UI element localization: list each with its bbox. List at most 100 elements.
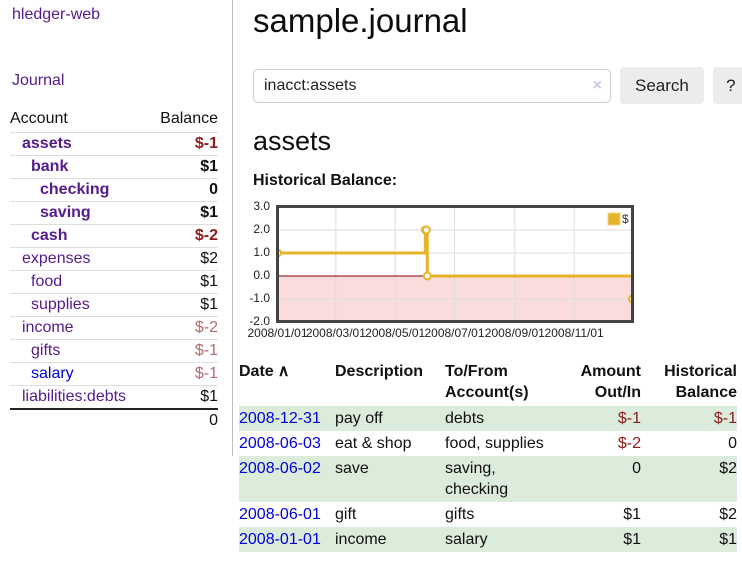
accounts-table-header: Account Balance [10,108,218,132]
amount-cell: $-1 [617,410,641,427]
account-balance: $-1 [194,135,218,152]
y-axis-tick-label: 1.0 [253,245,270,259]
register-row: 2008-01-01 income salary $1 $1 [239,527,737,552]
account-row: saving $1 [10,201,218,224]
balance-cell: $2 [719,460,737,477]
search-form: × Search ? [253,67,742,104]
account-row: salary $-1 [10,362,218,385]
account-balance: $1 [200,273,218,290]
amount-cell: $1 [623,506,641,523]
account-balance: 0 [209,181,218,198]
date-link-text[interactable]: 2008-12-31 [239,410,321,427]
accounts-table: Account Balance assets $-1 bank $1 checking 0… [10,108,218,432]
account-row: income $-2 [10,316,218,339]
account-link[interactable]: supplies [31,296,90,313]
register-row: 2008-06-02 save saving, checking 0 $2 [239,456,737,502]
account-balance: $-2 [194,319,218,336]
account-balance: $1 [200,296,218,313]
sort-ascending-icon: ∧ [277,363,290,380]
date-link-text[interactable]: 2008-06-03 [239,435,321,452]
account-row: bank $1 [10,155,218,178]
main-content: sample.journal × Search ? assets Histori… [234,0,742,582]
account-balance: $-1 [194,365,218,382]
amount-cell: $1 [623,531,641,548]
balance-cell: 0 [728,435,737,452]
date-link[interactable]: 2008-01-01 [239,527,335,552]
accounts-cell: debts [445,410,485,427]
register-header-row: Date ∧ Description To/From Account(s) Amo… [239,360,737,406]
chart-plot-area: $ [276,205,634,323]
account-row: checking 0 [10,178,218,201]
amount-cell: $-2 [617,435,641,452]
account-link[interactable]: gifts [31,342,61,359]
y-axis-tick-label: 0.0 [253,268,270,282]
accounts-cell: gifts [445,506,475,523]
account-row: food $1 [10,270,218,293]
account-row: assets $-1 [10,132,218,155]
balance-cell: $-1 [713,410,737,427]
sidebar-item-journal[interactable]: Journal [12,72,65,89]
description-cell: gift [335,506,357,523]
account-row: supplies $1 [10,293,218,316]
account-link[interactable]: salary [31,365,74,382]
account-balance: $1 [200,388,218,405]
account-link[interactable]: liabilities:debts [22,388,127,405]
historical-balance-chart: $ 3.0 2.0 1.0 0.0 -1.0 -2.0 2008/01/01 2008/03/… [244,198,742,346]
date-link[interactable]: 2008-06-01 [239,502,335,527]
register-row: 2008-06-03 eat & shop food, supplies $-2 0 [239,431,737,456]
x-axis-tick-label: 2008/01/01 [247,326,308,340]
account-row: expenses $2 [10,247,218,270]
page-title: sample.journal [253,2,468,39]
y-axis-tick-label: 3.0 [253,199,270,213]
y-axis-tick-label: -1.0 [249,291,270,305]
date-link-text[interactable]: 2008-06-01 [239,506,321,523]
date-link-text[interactable]: 2008-01-01 [239,531,321,548]
chart-title: Historical Balance: [253,172,398,189]
x-axis-tick-label: 2008/05/01 [365,326,426,340]
data-point-marker [422,271,432,281]
clear-search-icon[interactable]: × [592,76,602,94]
date-link[interactable]: 2008-06-03 [239,431,335,456]
date-link[interactable]: 2008-06-02 [239,456,335,502]
date-column-header[interactable]: Date ∧ [239,363,290,380]
x-axis-tick-label: 2008/09/01 [484,326,545,340]
account-row: gifts $-1 [10,339,218,362]
account-column-header: Account [10,110,68,127]
search-input[interactable] [253,68,611,103]
account-link[interactable]: saving [40,204,91,221]
account-link[interactable]: checking [40,181,110,198]
help-button[interactable]: ? [712,67,742,104]
x-axis-tick-label: 2008/03/01 [305,326,366,340]
description-column-header: Description [335,363,424,380]
account-balance: $-1 [194,342,218,359]
account-link[interactable]: income [22,319,74,336]
accounts-cell: salary [445,531,488,548]
register-row: 2008-06-01 gift gifts $1 $2 [239,502,737,527]
account-link[interactable]: expenses [22,250,91,267]
account-balance: $2 [200,250,218,267]
brand-link[interactable]: hledger-web [12,6,101,23]
account-row: cash $-2 [10,224,218,247]
search-input-wrap: × [253,68,611,103]
accounts-cell: saving, checking [445,460,509,498]
balance-cell: $1 [719,531,737,548]
account-balance: $1 [200,158,218,175]
account-balance: $1 [200,204,218,221]
account-balance: $-2 [194,227,218,244]
account-link[interactable]: bank [31,158,69,175]
account-link[interactable]: assets [22,135,72,152]
account-link[interactable]: cash [31,227,68,244]
search-button[interactable]: Search [620,67,704,104]
x-axis-tick-label: 2008/07/01 [424,326,485,340]
date-link[interactable]: 2008-12-31 [239,406,335,431]
accounts-total-value: 0 [209,412,218,429]
plot-border [276,205,634,323]
register-table: Date ∧ Description To/From Account(s) Amo… [239,360,737,552]
x-axis-tick-label: 2008/11/01 [544,326,604,340]
account-heading: assets [253,126,332,156]
description-cell: income [335,531,387,548]
y-axis-tick-label: 2.0 [253,222,270,236]
account-link[interactable]: food [31,273,63,290]
date-link-text[interactable]: 2008-06-02 [239,460,321,477]
legend-swatch [607,212,621,226]
